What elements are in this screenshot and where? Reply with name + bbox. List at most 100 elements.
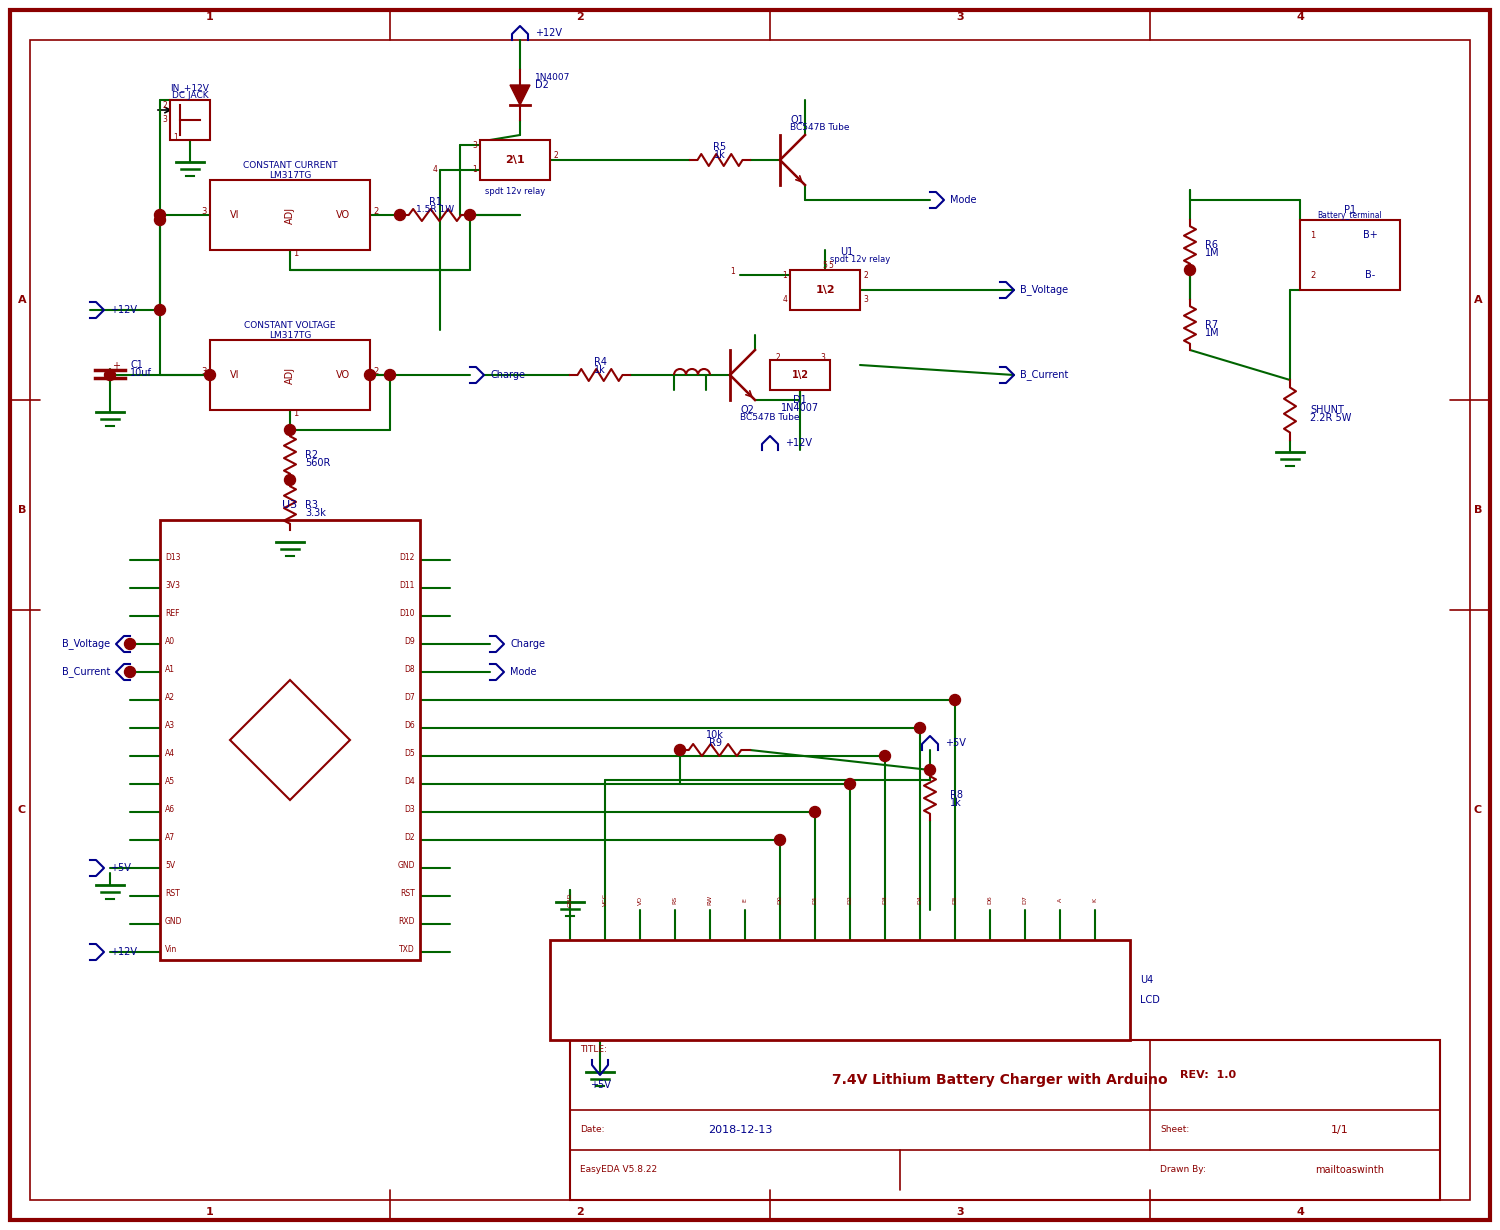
Text: C: C [1474, 804, 1482, 815]
Text: A6: A6 [165, 804, 176, 813]
Text: 1N4007: 1N4007 [536, 73, 570, 81]
Text: 4: 4 [782, 295, 788, 305]
Text: D11: D11 [399, 581, 416, 589]
Text: GND: GND [165, 916, 183, 925]
Text: Charge: Charge [490, 370, 525, 380]
Text: D7: D7 [1023, 895, 1028, 904]
Text: D10: D10 [399, 609, 416, 617]
Text: 5: 5 [828, 261, 833, 269]
Text: 560R: 560R [304, 458, 330, 467]
Text: P1: P1 [1344, 205, 1356, 215]
Text: 1k: 1k [594, 365, 606, 375]
Text: 5: 5 [822, 261, 828, 269]
Text: D5: D5 [952, 895, 957, 904]
Text: Drawn By:: Drawn By: [1160, 1166, 1206, 1175]
Text: D4: D4 [918, 895, 922, 904]
Text: LM317TG: LM317TG [268, 331, 310, 339]
Circle shape [844, 779, 855, 790]
Text: U3: U3 [282, 501, 297, 510]
Text: R6: R6 [1204, 240, 1218, 250]
Text: R3: R3 [304, 501, 318, 510]
Text: B: B [18, 506, 26, 515]
Text: C1: C1 [130, 360, 142, 370]
Text: D7: D7 [405, 692, 416, 701]
Text: A3: A3 [165, 721, 176, 729]
Text: D2: D2 [405, 833, 416, 841]
Text: 2: 2 [1310, 271, 1316, 279]
Bar [790, 271, 859, 310]
Text: B_Current: B_Current [62, 667, 110, 678]
Text: A5: A5 [165, 776, 176, 786]
Text: Charge: Charge [510, 640, 544, 649]
Text: K: K [1092, 898, 1098, 902]
Text: SHUNT: SHUNT [1310, 405, 1344, 415]
Text: REV:  1.0: REV: 1.0 [1180, 1070, 1236, 1080]
Text: 1M: 1M [1204, 328, 1219, 338]
Text: 4: 4 [1296, 1207, 1304, 1216]
Text: D4: D4 [405, 776, 416, 786]
Text: BC547B Tube: BC547B Tube [740, 413, 800, 422]
Circle shape [154, 305, 165, 316]
Text: VI: VI [230, 210, 240, 220]
Text: U4: U4 [1140, 975, 1154, 985]
Text: Vin: Vin [165, 945, 177, 953]
Text: 2.2R 5W: 2.2R 5W [1310, 413, 1352, 423]
Text: 1\2: 1\2 [815, 285, 836, 295]
Text: ADJ: ADJ [285, 367, 296, 384]
Text: VCC: VCC [603, 893, 608, 907]
Text: R9: R9 [708, 738, 722, 748]
Circle shape [285, 424, 296, 435]
Text: EasyEDA V5.8.22: EasyEDA V5.8.22 [580, 1166, 657, 1175]
Circle shape [810, 807, 820, 818]
Text: spdt 12v relay: spdt 12v relay [484, 187, 544, 197]
Text: +12V: +12V [110, 305, 136, 315]
Text: 2018-12-13: 2018-12-13 [708, 1125, 772, 1135]
Text: 1.5R 1W: 1.5R 1W [416, 205, 454, 214]
Text: VO: VO [336, 210, 350, 220]
Text: B_Voltage: B_Voltage [62, 638, 110, 649]
Text: D6: D6 [987, 895, 993, 904]
Circle shape [204, 369, 216, 380]
Text: mailtoaswinth: mailtoaswinth [1316, 1165, 1384, 1175]
Text: E: E [742, 898, 747, 902]
Circle shape [950, 695, 960, 706]
Circle shape [154, 214, 165, 225]
Text: IN_+12V: IN_+12V [171, 84, 210, 92]
Text: LCD: LCD [1140, 995, 1160, 1005]
Text: 2: 2 [776, 353, 780, 362]
Text: RS: RS [672, 895, 678, 904]
Circle shape [154, 209, 165, 220]
Text: 2: 2 [374, 207, 378, 215]
Text: R8: R8 [950, 790, 963, 800]
Text: A: A [1058, 898, 1062, 902]
Text: A2: A2 [165, 692, 176, 701]
Text: GND: GND [398, 861, 416, 870]
Text: 1: 1 [1310, 230, 1316, 240]
Text: B_Current: B_Current [1020, 369, 1068, 380]
Bar [160, 520, 420, 959]
Text: 1: 1 [783, 271, 788, 279]
Text: D12: D12 [399, 552, 416, 562]
Circle shape [1185, 264, 1196, 276]
Circle shape [915, 722, 926, 733]
Text: A4: A4 [165, 749, 176, 758]
Text: D2: D2 [536, 80, 549, 90]
Text: 3.3k: 3.3k [304, 508, 326, 518]
Text: Mode: Mode [950, 196, 976, 205]
Text: D6: D6 [405, 721, 416, 729]
Circle shape [285, 475, 296, 486]
Text: DC JACK: DC JACK [171, 91, 208, 100]
Text: 3V3: 3V3 [165, 581, 180, 589]
Text: D9: D9 [405, 636, 416, 646]
Bar [170, 100, 210, 140]
Text: R2: R2 [304, 450, 318, 460]
Text: 1M: 1M [1204, 248, 1219, 258]
Circle shape [774, 834, 786, 845]
Text: R1: R1 [429, 197, 441, 207]
Bar [570, 1041, 1440, 1200]
Text: D3: D3 [405, 804, 416, 813]
Text: D5: D5 [405, 749, 416, 758]
Text: 1\2: 1\2 [792, 370, 808, 380]
Text: 1k: 1k [950, 798, 962, 808]
Text: D13: D13 [165, 552, 180, 562]
